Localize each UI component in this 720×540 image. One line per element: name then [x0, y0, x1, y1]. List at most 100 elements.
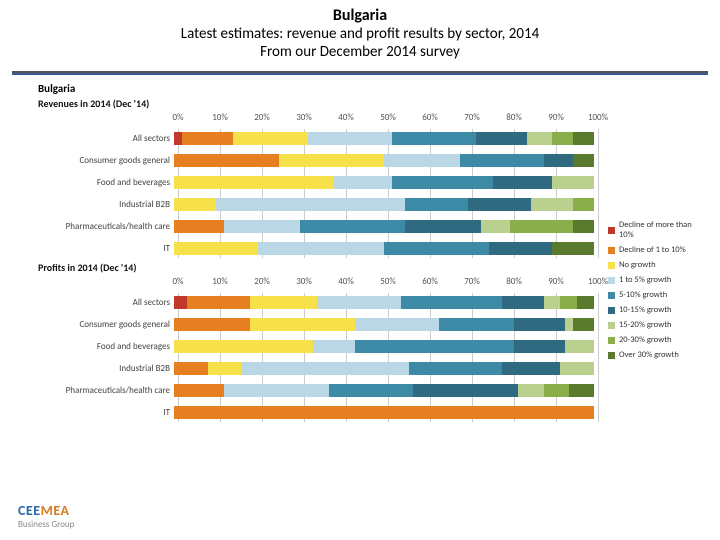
bar-segment — [409, 362, 501, 375]
axis-tick: 60% — [422, 112, 438, 123]
legend: Decline of more than 10% Decline of 1 to… — [608, 220, 708, 365]
bar-segment — [514, 340, 564, 353]
bar-segment — [279, 154, 384, 167]
bar-segment — [355, 318, 439, 331]
bar-row: Food and beverages — [10, 173, 710, 192]
axis-tick: 100% — [588, 112, 608, 123]
bar-segment — [527, 132, 552, 145]
legend-label: 15-20% growth — [619, 320, 672, 330]
bar-segment — [573, 154, 594, 167]
bar-segment — [334, 176, 393, 189]
bar-label: Consumer goods general — [10, 319, 174, 330]
bar-segment — [174, 176, 334, 189]
bar-segment — [502, 296, 544, 309]
bar-segment — [174, 384, 224, 397]
bar-segment — [329, 384, 413, 397]
bar-segment — [460, 154, 544, 167]
bar-segment — [317, 296, 401, 309]
bar-label: IT — [10, 407, 174, 418]
bar-segment — [573, 132, 594, 145]
stacked-bar — [174, 132, 594, 145]
stacked-bar — [174, 154, 594, 167]
legend-label: No growth — [619, 260, 656, 270]
legend-item: Decline of more than 10% — [608, 220, 708, 240]
legend-item: 5-10% growth — [608, 290, 708, 300]
bar-segment — [552, 132, 573, 145]
bar-segment — [250, 318, 355, 331]
bar-row: IT — [10, 403, 710, 422]
bar-segment — [224, 220, 300, 233]
axis-tick: 80% — [506, 112, 522, 123]
legend-label: 10-15% growth — [619, 305, 672, 315]
legend-item: No growth — [608, 260, 708, 270]
bar-segment — [518, 384, 543, 397]
bar-segment — [405, 220, 481, 233]
stacked-bar — [174, 176, 594, 189]
stacked-bar — [174, 296, 594, 309]
bar-label: Food and beverages — [10, 177, 174, 188]
bar-segment — [174, 154, 279, 167]
bar-row: IT — [10, 239, 710, 258]
bar-row: All sectors — [10, 293, 710, 312]
bar-label: Pharmaceuticals/health care — [10, 221, 174, 232]
bar-segment — [174, 406, 594, 419]
bar-segment — [300, 220, 405, 233]
legend-item: 10-15% growth — [608, 305, 708, 315]
chart-area: Bulgaria Revenues in 2014 (Dec '14)0%10%… — [10, 78, 710, 425]
bar-segment — [413, 384, 518, 397]
stacked-bar — [174, 220, 594, 233]
bar-row: Consumer goods general — [10, 315, 710, 334]
country-label: Bulgaria — [38, 82, 710, 95]
legend-swatch — [608, 292, 615, 299]
axis-tick: 90% — [548, 276, 564, 287]
bar-segment — [241, 362, 409, 375]
bar-segment — [560, 296, 577, 309]
bar-row: Industrial B2B — [10, 359, 710, 378]
bar-label: All sectors — [10, 297, 174, 308]
bar-segment — [514, 318, 564, 331]
bar-segment — [493, 176, 552, 189]
bar-segment — [174, 198, 216, 211]
legend-label: 20-30% growth — [619, 335, 672, 345]
bar-segment — [401, 296, 502, 309]
bar-segment — [174, 362, 208, 375]
bar-row: Pharmaceuticals/health care — [10, 217, 710, 236]
bars-group: All sectors Consumer goods general Food … — [10, 129, 710, 258]
bar-row: Food and beverages — [10, 337, 710, 356]
bar-segment — [308, 132, 392, 145]
axis-tick: 30% — [296, 112, 312, 123]
page-subtitle-2: From our December 2014 survey — [0, 43, 720, 61]
bar-segment — [552, 242, 594, 255]
page-subtitle: Latest estimates: revenue and profit res… — [0, 25, 720, 43]
legend-item: Decline of 1 to 10% — [608, 245, 708, 255]
legend-swatch — [608, 227, 615, 234]
logo-part-2: MEA — [41, 502, 70, 519]
bar-segment — [544, 384, 569, 397]
bar-label: Pharmaceuticals/health care — [10, 385, 174, 396]
legend-label: 5-10% growth — [619, 290, 667, 300]
bar-segment — [565, 340, 594, 353]
bar-segment — [573, 220, 594, 233]
stacked-bar — [174, 406, 594, 419]
legend-swatch — [608, 337, 615, 344]
legend-label: Over 30% growth — [619, 350, 679, 360]
legend-swatch — [608, 322, 615, 329]
axis-tick: 0% — [173, 112, 184, 123]
axis-tick: 100% — [588, 276, 608, 287]
stacked-bar — [174, 242, 594, 255]
bar-segment — [313, 340, 355, 353]
footer-logo: CEEMEA Business Group — [18, 502, 74, 530]
axis-tick: 40% — [338, 112, 354, 123]
legend-item: 1 to 5% growth — [608, 275, 708, 285]
legend-item: 20-30% growth — [608, 335, 708, 345]
bar-segment — [174, 318, 250, 331]
bar-segment — [544, 296, 561, 309]
legend-label: Decline of 1 to 10% — [619, 245, 686, 255]
axis-row: 0%10%20%30%40%50%60%70%80%90%100% — [10, 112, 710, 126]
stacked-bar — [174, 198, 594, 211]
bar-segment — [250, 296, 317, 309]
bar-segment — [384, 242, 489, 255]
axis-tick: 50% — [380, 276, 396, 287]
axis-tick: 40% — [338, 276, 354, 287]
axis-tick: 0% — [173, 276, 184, 287]
